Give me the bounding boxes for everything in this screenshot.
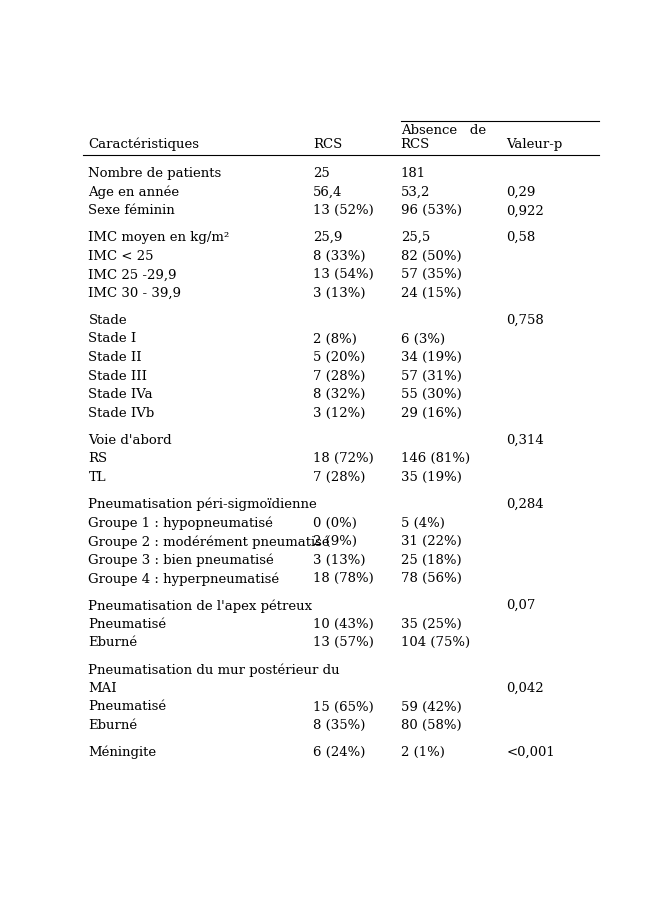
Text: 15 (65%): 15 (65%) [313, 700, 374, 714]
Text: 35 (19%): 35 (19%) [401, 471, 462, 484]
Text: 7 (28%): 7 (28%) [313, 369, 366, 383]
Text: Stade IVa: Stade IVa [89, 388, 153, 401]
Text: 2 (8%): 2 (8%) [313, 332, 357, 345]
Text: MAI: MAI [89, 682, 117, 695]
Text: Groupe 3 : bien pneumatisé: Groupe 3 : bien pneumatisé [89, 553, 274, 567]
Text: Stade: Stade [89, 314, 127, 327]
Text: 59 (42%): 59 (42%) [401, 700, 462, 714]
Text: 82 (50%): 82 (50%) [401, 250, 462, 263]
Text: 78 (56%): 78 (56%) [401, 572, 462, 586]
Text: 146 (81%): 146 (81%) [401, 452, 470, 466]
Text: 0,758: 0,758 [506, 314, 544, 327]
Text: Pneumatisation péri-sigmoïdienne: Pneumatisation péri-sigmoïdienne [89, 498, 317, 512]
Text: 0,29: 0,29 [506, 186, 536, 199]
Text: Eburné: Eburné [89, 636, 138, 650]
Text: Pneumatisation de l'apex pétreux: Pneumatisation de l'apex pétreux [89, 599, 312, 613]
Text: 7 (28%): 7 (28%) [313, 471, 366, 484]
Text: Eburné: Eburné [89, 719, 138, 732]
Text: 0,07: 0,07 [506, 599, 536, 612]
Text: IMC < 25: IMC < 25 [89, 250, 154, 263]
Text: 13 (52%): 13 (52%) [313, 205, 374, 217]
Text: 0,042: 0,042 [506, 682, 544, 695]
Text: Pneumatisation du mur postérieur du: Pneumatisation du mur postérieur du [89, 663, 340, 677]
Text: 34 (19%): 34 (19%) [401, 351, 462, 364]
Text: 0 (0%): 0 (0%) [313, 516, 357, 530]
Text: 25,9: 25,9 [313, 232, 342, 244]
Text: 6 (24%): 6 (24%) [313, 746, 366, 759]
Text: 10 (43%): 10 (43%) [313, 618, 374, 631]
Text: 181: 181 [401, 167, 426, 180]
Text: IMC 25 -29,9: IMC 25 -29,9 [89, 268, 177, 281]
Text: 5 (4%): 5 (4%) [401, 516, 445, 530]
Text: Groupe 2 : modérément pneumatisé: Groupe 2 : modérément pneumatisé [89, 535, 330, 549]
Text: 6 (3%): 6 (3%) [401, 332, 445, 345]
Text: 55 (30%): 55 (30%) [401, 388, 462, 401]
Text: 2 (1%): 2 (1%) [401, 746, 445, 759]
Text: Pneumatisé: Pneumatisé [89, 700, 166, 714]
Text: 5 (20%): 5 (20%) [313, 351, 365, 364]
Text: Stade II: Stade II [89, 351, 142, 364]
Text: IMC moyen en kg/m²: IMC moyen en kg/m² [89, 232, 230, 244]
Text: Absence   de: Absence de [401, 124, 486, 137]
Text: 18 (72%): 18 (72%) [313, 452, 374, 466]
Text: 3 (13%): 3 (13%) [313, 287, 366, 300]
Text: 31 (22%): 31 (22%) [401, 535, 462, 548]
Text: 56,4: 56,4 [313, 186, 342, 199]
Text: 29 (16%): 29 (16%) [401, 407, 462, 420]
Text: 53,2: 53,2 [401, 186, 430, 199]
Text: 24 (15%): 24 (15%) [401, 287, 462, 300]
Text: 96 (53%): 96 (53%) [401, 205, 462, 217]
Text: 8 (33%): 8 (33%) [313, 250, 366, 263]
Text: 13 (57%): 13 (57%) [313, 636, 374, 650]
Text: 3 (12%): 3 (12%) [313, 407, 366, 420]
Text: Valeur-p: Valeur-p [506, 138, 563, 151]
Text: 0,284: 0,284 [506, 498, 544, 511]
Text: 13 (54%): 13 (54%) [313, 268, 374, 281]
Text: IMC 30 - 39,9: IMC 30 - 39,9 [89, 287, 181, 300]
Text: Age en année: Age en année [89, 186, 180, 199]
Text: 2 (9%): 2 (9%) [313, 535, 357, 548]
Text: Stade I: Stade I [89, 332, 137, 345]
Text: 18 (78%): 18 (78%) [313, 572, 374, 586]
Text: Stade IVb: Stade IVb [89, 407, 155, 420]
Text: RCS: RCS [401, 138, 430, 151]
Text: RCS: RCS [313, 138, 342, 151]
Text: Groupe 1 : hypopneumatisé: Groupe 1 : hypopneumatisé [89, 516, 273, 530]
Text: 57 (35%): 57 (35%) [401, 268, 462, 281]
Text: Voie d'abord: Voie d'abord [89, 433, 172, 447]
Text: <0,001: <0,001 [506, 746, 555, 759]
Text: 57 (31%): 57 (31%) [401, 369, 462, 383]
Text: Pneumatisé: Pneumatisé [89, 618, 166, 631]
Text: Caractéristiques: Caractéristiques [89, 138, 199, 151]
Text: 25: 25 [313, 167, 330, 180]
Text: Stade III: Stade III [89, 369, 147, 383]
Text: 0,922: 0,922 [506, 205, 544, 217]
Text: TL: TL [89, 471, 106, 484]
Text: 25,5: 25,5 [401, 232, 430, 244]
Text: Nombre de patients: Nombre de patients [89, 167, 222, 180]
Text: Groupe 4 : hyperpneumatisé: Groupe 4 : hyperpneumatisé [89, 572, 280, 586]
Text: 3 (13%): 3 (13%) [313, 553, 366, 567]
Text: Méningite: Méningite [89, 746, 157, 760]
Text: 8 (35%): 8 (35%) [313, 719, 366, 732]
Text: 25 (18%): 25 (18%) [401, 553, 462, 567]
Text: Sexe féminin: Sexe féminin [89, 205, 175, 217]
Text: 35 (25%): 35 (25%) [401, 618, 462, 631]
Text: RS: RS [89, 452, 107, 466]
Text: 0,58: 0,58 [506, 232, 535, 244]
Text: 80 (58%): 80 (58%) [401, 719, 462, 732]
Text: 0,314: 0,314 [506, 433, 544, 447]
Text: 104 (75%): 104 (75%) [401, 636, 470, 650]
Text: 8 (32%): 8 (32%) [313, 388, 366, 401]
